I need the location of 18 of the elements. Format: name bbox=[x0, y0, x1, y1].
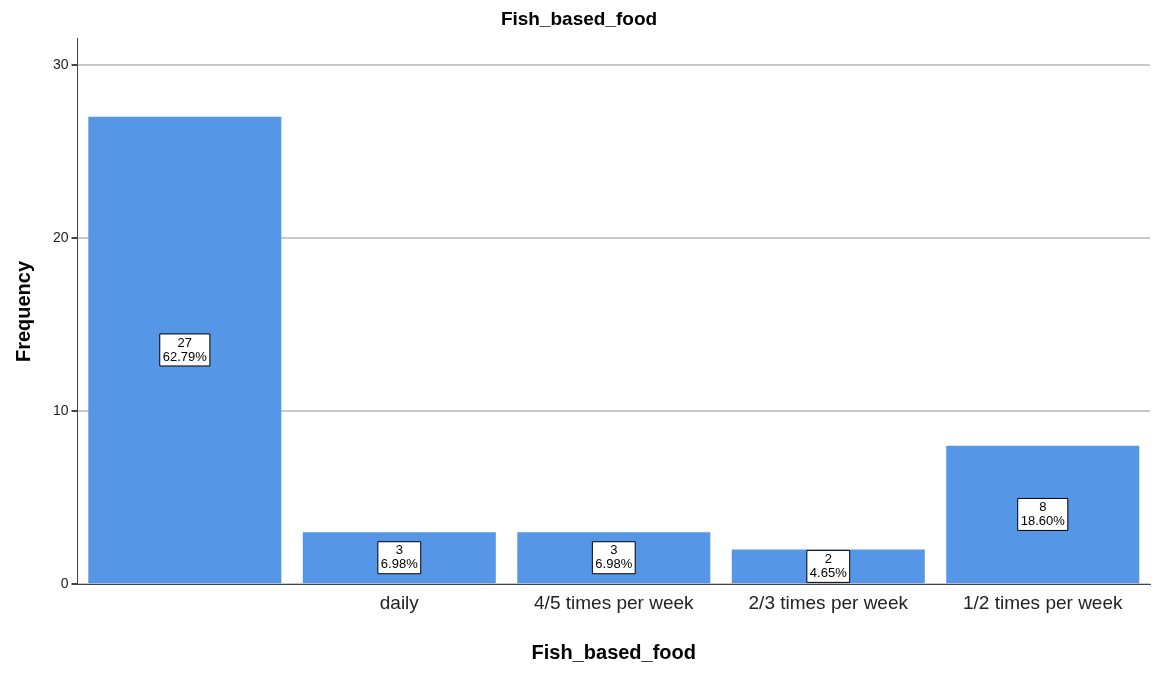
y-axis-title: Frequency bbox=[11, 260, 34, 363]
y-tick-label: 0 bbox=[60, 575, 69, 592]
y-tick-label: 10 bbox=[52, 401, 69, 418]
data-label: 8 18.60% bbox=[1020, 499, 1066, 529]
x-tick-label: 2/3 times per week bbox=[748, 591, 909, 613]
bar bbox=[946, 445, 1140, 584]
bar bbox=[88, 116, 282, 584]
data-label: 3 6.98% bbox=[595, 542, 633, 572]
y-tick-label: 20 bbox=[52, 228, 69, 245]
x-tick-label: daily bbox=[379, 591, 420, 613]
data-label: 3 6.98% bbox=[380, 542, 419, 572]
x-tick-label: 4/5 times per week bbox=[534, 591, 695, 613]
chart-title: Fish_based_food bbox=[500, 7, 658, 29]
x-axis-title: Fish_based_food bbox=[531, 640, 697, 663]
data-label: 2 4.65% bbox=[809, 550, 848, 580]
x-tick-label: 1/2 times per week bbox=[963, 591, 1123, 613]
data-label: 27 62.79% bbox=[162, 334, 208, 364]
y-tick-label: 30 bbox=[52, 55, 69, 72]
